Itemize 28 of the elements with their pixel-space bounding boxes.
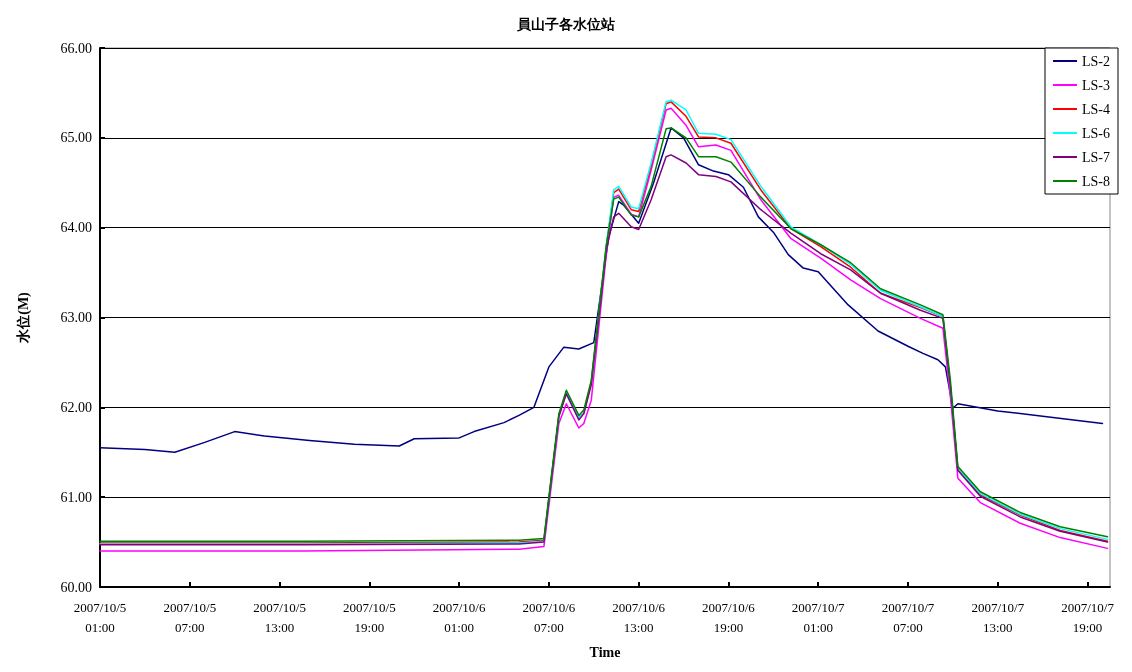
x-tick-label: 2007/10/6 07:00: [522, 599, 576, 635]
y-tick-label: 62.00: [60, 399, 92, 415]
x-tick-label: 2007/10/5 01:00: [73, 599, 127, 635]
legend-label: LS-7: [1082, 149, 1110, 165]
y-tick-label: 64.00: [60, 220, 92, 236]
x-axis-title: Time: [589, 644, 621, 660]
y-tick-label: 60.00: [60, 579, 92, 595]
legend-label: LS-4: [1082, 101, 1110, 117]
x-tick-label: 2007/10/5 07:00: [163, 599, 217, 635]
x-tick-label: 2007/10/7 07:00: [881, 599, 935, 635]
legend-label: LS-3: [1082, 77, 1110, 93]
y-tick-label: 63.00: [60, 310, 92, 325]
x-tick-label: 2007/10/6 13:00: [612, 599, 666, 635]
x-tick-label: 2007/10/6 19:00: [702, 599, 756, 635]
legend-label: LS-2: [1082, 53, 1110, 69]
x-tick-label: 2007/10/5 13:00: [253, 599, 306, 635]
legend-label: LS-6: [1082, 125, 1110, 141]
x-tick-label: 2007/10/6 01:00: [432, 599, 486, 635]
y-tick-label: 65.00: [60, 130, 92, 146]
x-tick-label: 2007/10/7 19:00: [1061, 599, 1115, 635]
x-tick-label: 2007/10/7 13:00: [971, 599, 1025, 635]
y-tick-label: 66.00: [60, 40, 92, 56]
chart-title: 員山子各水位站: [516, 16, 615, 32]
x-tick-label: 2007/10/5 19:00: [342, 599, 396, 635]
x-tick-label: 2007/10/7 01:00: [791, 599, 846, 635]
y-axis-title: 水位(M): [15, 291, 32, 344]
legend-label: LS-8: [1082, 173, 1110, 189]
y-tick-label: 61.00: [60, 489, 92, 505]
